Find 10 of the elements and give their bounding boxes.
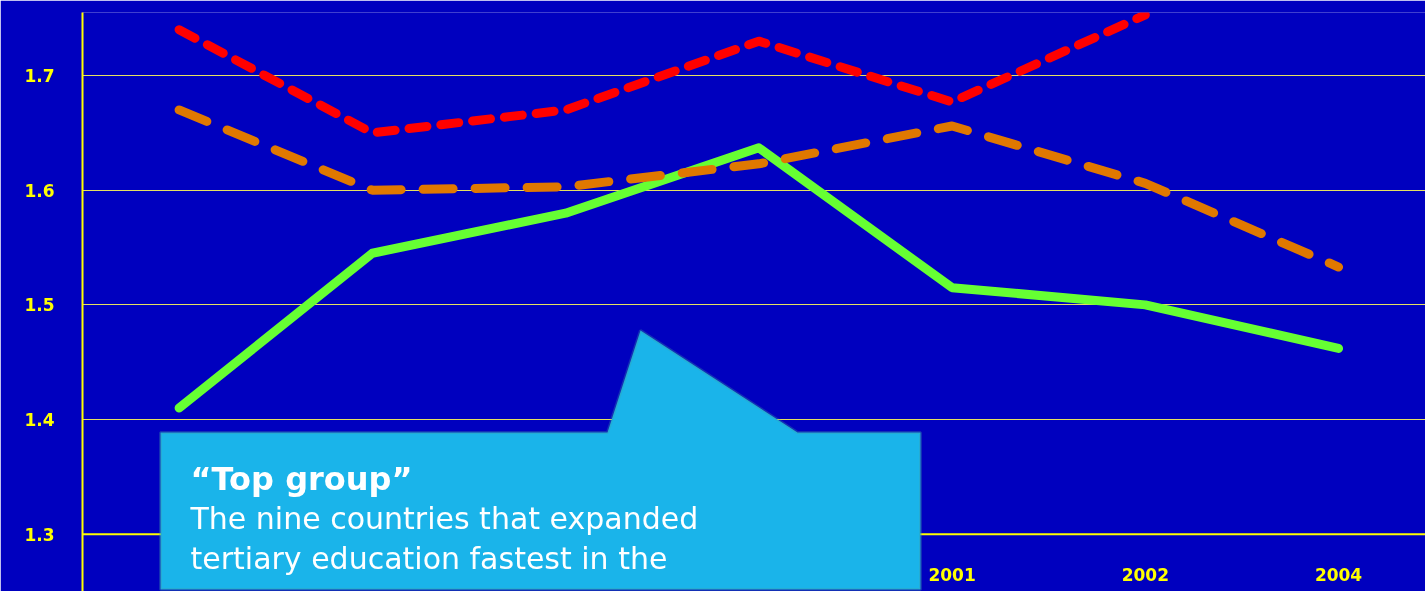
- x-tick-label: 2002: [1121, 565, 1169, 586]
- y-tick-label: 1.3: [24, 524, 55, 545]
- annotation: “Top group”: [190, 459, 413, 498]
- y-tick-label: 1.7: [24, 66, 55, 87]
- y-tick-label: 1.6: [24, 180, 55, 201]
- x-tick-label: 2001: [928, 565, 976, 586]
- y-tick-label: 1.4: [24, 410, 55, 431]
- x-tick-label: 2004: [1314, 565, 1363, 586]
- annotation: The nine countries that expanded tertiary education fastest in the: [189, 501, 699, 576]
- y-tick-label: 1.5: [24, 295, 55, 316]
